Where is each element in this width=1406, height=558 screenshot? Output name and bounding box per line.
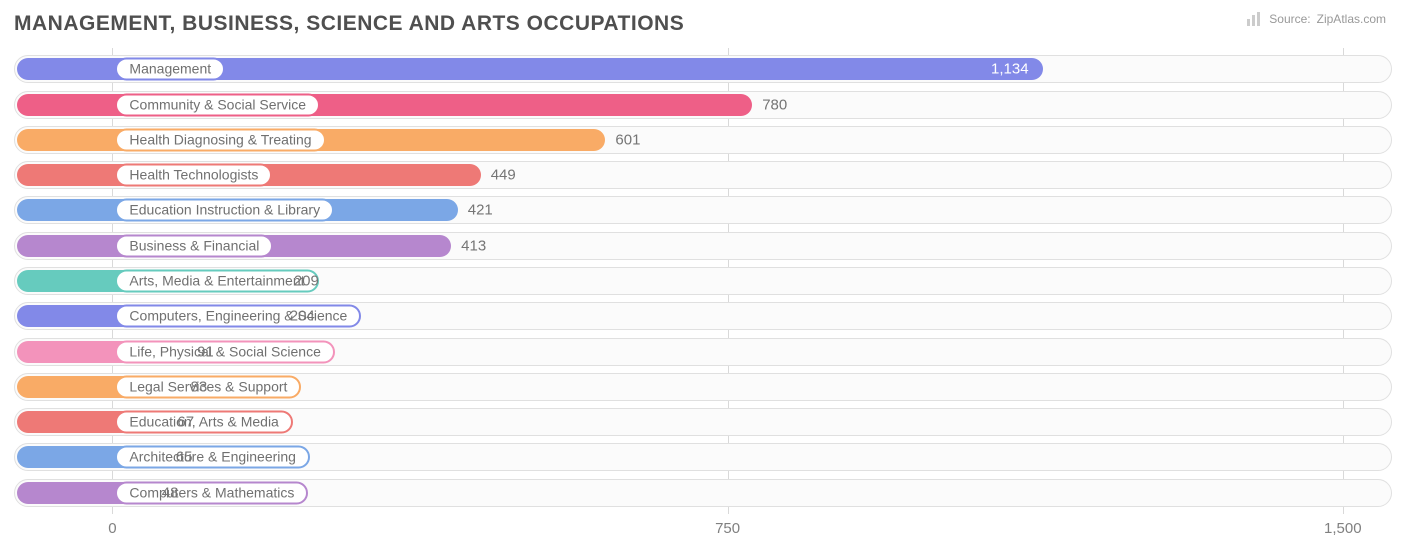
bar-label-pill: Education Instruction & Library [115, 199, 334, 222]
bar-label-pill: Legal Services & Support [115, 375, 301, 398]
bar-value: 204 [290, 308, 315, 325]
bar-label-pill: Management [115, 58, 225, 81]
bar-label-pill: Computers & Mathematics [115, 481, 308, 504]
bar-row: Management 1,134 [14, 55, 1392, 83]
source-label: Source: [1269, 12, 1310, 26]
bar-row: Education Instruction & Library 421 [14, 196, 1392, 224]
bar-label-pill: Life, Physical & Social Science [115, 340, 334, 363]
bar-value: 67 [177, 414, 194, 431]
bar-value: 780 [762, 96, 787, 113]
bar-row: Computers & Mathematics48 [14, 479, 1392, 507]
bar-label-pill: Community & Social Service [115, 93, 320, 116]
bar-row: Community & Social Service 780 [14, 91, 1392, 119]
source-attribution: Source: ZipAtlas.com [1245, 10, 1386, 28]
bar-label-pill: Health Diagnosing & Treating [115, 128, 325, 151]
bar-row: Health Technologists 449 [14, 161, 1392, 189]
x-axis: 0 750 1,500 [14, 514, 1392, 542]
chart-icon [1245, 10, 1263, 28]
bar-label-pill: Business & Financial [115, 234, 273, 257]
plot-region: Management 1,134 Community & Social Servic… [14, 48, 1392, 514]
bar-row: Computers, Engineering & Science204 [14, 302, 1392, 330]
chart-area: Management 1,134 Community & Social Servic… [14, 48, 1392, 542]
bar-value: 83 [191, 378, 208, 395]
source-name: ZipAtlas.com [1317, 12, 1386, 26]
bar-row: Life, Physical & Social Science91 [14, 338, 1392, 366]
bar-value: 449 [491, 167, 516, 184]
bar-label-pill: Education, Arts & Media [115, 411, 292, 434]
bar-value: 601 [615, 131, 640, 148]
bar-row: Legal Services & Support83 [14, 373, 1392, 401]
bar-value: 48 [162, 484, 179, 501]
bar-value: 413 [461, 237, 486, 254]
bar-row: Education, Arts & Media67 [14, 408, 1392, 436]
bar-row: Business & Financial 413 [14, 232, 1392, 260]
bar-label-pill: Architecture & Engineering [115, 446, 310, 469]
chart-title: MANAGEMENT, BUSINESS, SCIENCE AND ARTS O… [0, 0, 1406, 36]
bar-label-pill: Health Technologists [115, 164, 272, 187]
bar-row: Health Diagnosing & Treating 601 [14, 126, 1392, 154]
bar-value: 1,134 [991, 61, 1029, 78]
bar-row: Arts, Media & Entertainment209 [14, 267, 1392, 295]
bars-container: Management 1,134 Community & Social Servic… [14, 48, 1392, 514]
bar-value: 91 [197, 343, 214, 360]
x-tick-label: 0 [108, 520, 116, 537]
bar-value: 65 [176, 449, 193, 466]
bar-label-pill: Arts, Media & Entertainment [115, 269, 318, 292]
bar-value: 421 [468, 202, 493, 219]
bar-label-pill: Computers, Engineering & Science [115, 305, 361, 328]
x-tick-label: 1,500 [1324, 520, 1362, 537]
bar-row: Architecture & Engineering65 [14, 443, 1392, 471]
bar-value: 209 [294, 272, 319, 289]
x-tick-label: 750 [715, 520, 740, 537]
